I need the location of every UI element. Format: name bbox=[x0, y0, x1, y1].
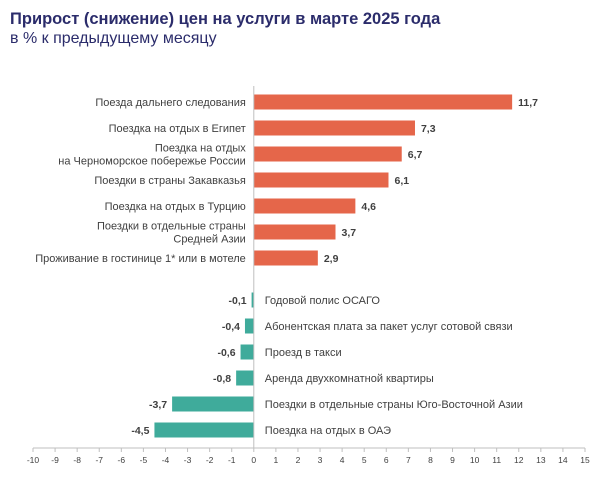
x-tick-label: -3 bbox=[184, 455, 192, 465]
bar bbox=[253, 224, 336, 240]
bar bbox=[172, 396, 254, 412]
category-label: Средней Азии bbox=[173, 234, 245, 246]
x-tick-label: 5 bbox=[362, 455, 367, 465]
value-label: 11,7 bbox=[518, 97, 538, 109]
value-label: -0,8 bbox=[213, 373, 231, 385]
bar bbox=[253, 172, 389, 188]
labels-layer: 11,7 Поезда дальнего следования 7,3 Поездка… bbox=[35, 97, 538, 437]
bar bbox=[251, 292, 254, 308]
category-label: Поездка на отдых в Египет bbox=[109, 123, 246, 135]
value-label: 2,9 bbox=[324, 253, 339, 265]
category-label: Поездки в страны Закавказья bbox=[94, 175, 245, 187]
x-tick-label: -8 bbox=[73, 455, 81, 465]
x-tick-label: 12 bbox=[514, 455, 524, 465]
value-label: 6,1 bbox=[394, 175, 409, 187]
x-tick-label: -9 bbox=[51, 455, 59, 465]
x-tick-label: 10 bbox=[470, 455, 480, 465]
bar bbox=[154, 422, 254, 438]
x-tick-label: 4 bbox=[340, 455, 345, 465]
category-label: Поезда дальнего следования bbox=[95, 97, 246, 109]
category-label: Поездка на отдых bbox=[155, 143, 246, 155]
category-label: Поездки в отдельные страны bbox=[97, 221, 246, 233]
category-label: Абонентская плата за пакет услуг сотовой… bbox=[265, 321, 513, 333]
x-tick-label: -1 bbox=[228, 455, 236, 465]
x-tick-label: 7 bbox=[406, 455, 411, 465]
x-tick-label: 8 bbox=[428, 455, 433, 465]
bar bbox=[253, 198, 356, 214]
x-tick-label: -4 bbox=[162, 455, 170, 465]
value-label: -0,6 bbox=[217, 347, 235, 359]
bar bbox=[236, 370, 254, 386]
category-label: на Черноморское побережье России bbox=[58, 156, 246, 168]
category-label: Поездка на отдых в Турцию bbox=[105, 201, 246, 213]
value-label: 4,6 bbox=[361, 201, 376, 213]
x-tick-label: 2 bbox=[296, 455, 301, 465]
bars-layer bbox=[154, 94, 513, 438]
x-tick-label: 13 bbox=[536, 455, 546, 465]
x-tick-label: -5 bbox=[140, 455, 148, 465]
x-tick-label: 1 bbox=[274, 455, 279, 465]
x-axis: -10 -9 -8 -7 -6 -5 -4 -3 -2 -1 0 1 2 3 4 5 6 7 8 9 10 11 12 13 1… bbox=[27, 86, 590, 465]
bar bbox=[253, 120, 415, 136]
x-tick-label: 9 bbox=[450, 455, 455, 465]
category-label: Поездки в отдельные страны Юго-Восточной… bbox=[265, 399, 523, 411]
x-tick-label: -10 bbox=[27, 455, 40, 465]
category-label: Аренда двухкомнатной квартиры bbox=[265, 373, 434, 385]
x-tick-label: -6 bbox=[118, 455, 126, 465]
x-tick-label: 15 bbox=[580, 455, 590, 465]
category-label: Проезд в такси bbox=[265, 347, 342, 359]
value-label: -4,5 bbox=[131, 425, 149, 437]
bar bbox=[244, 318, 254, 334]
value-label: -3,7 bbox=[149, 399, 167, 411]
category-label: Проживание в гостинице 1* или в мотеле bbox=[35, 253, 246, 265]
chart-subtitle: в % к предыдущему месяцу bbox=[10, 30, 217, 47]
value-label: 6,7 bbox=[408, 149, 423, 161]
x-tick-label: 0 bbox=[251, 455, 256, 465]
bar bbox=[253, 146, 402, 162]
x-tick-label: 6 bbox=[384, 455, 389, 465]
value-label: 3,7 bbox=[341, 227, 356, 239]
x-tick-label: 11 bbox=[492, 455, 501, 465]
chart-title: Прирост (снижение) цен на услуги в марте… bbox=[10, 10, 441, 28]
bar bbox=[253, 250, 318, 266]
bar bbox=[240, 344, 254, 360]
value-label: -0,4 bbox=[222, 321, 240, 333]
x-tick-label: -2 bbox=[206, 455, 214, 465]
value-label: -0,1 bbox=[228, 295, 246, 307]
category-label: Поездка на отдых в ОАЭ bbox=[265, 425, 391, 437]
value-label: 7,3 bbox=[421, 123, 436, 135]
category-label: Годовой полис ОСАГО bbox=[265, 295, 381, 307]
x-tick-label: 14 bbox=[558, 455, 568, 465]
bar bbox=[253, 94, 513, 110]
x-tick-label: 3 bbox=[318, 455, 323, 465]
x-tick-label: -7 bbox=[95, 455, 103, 465]
